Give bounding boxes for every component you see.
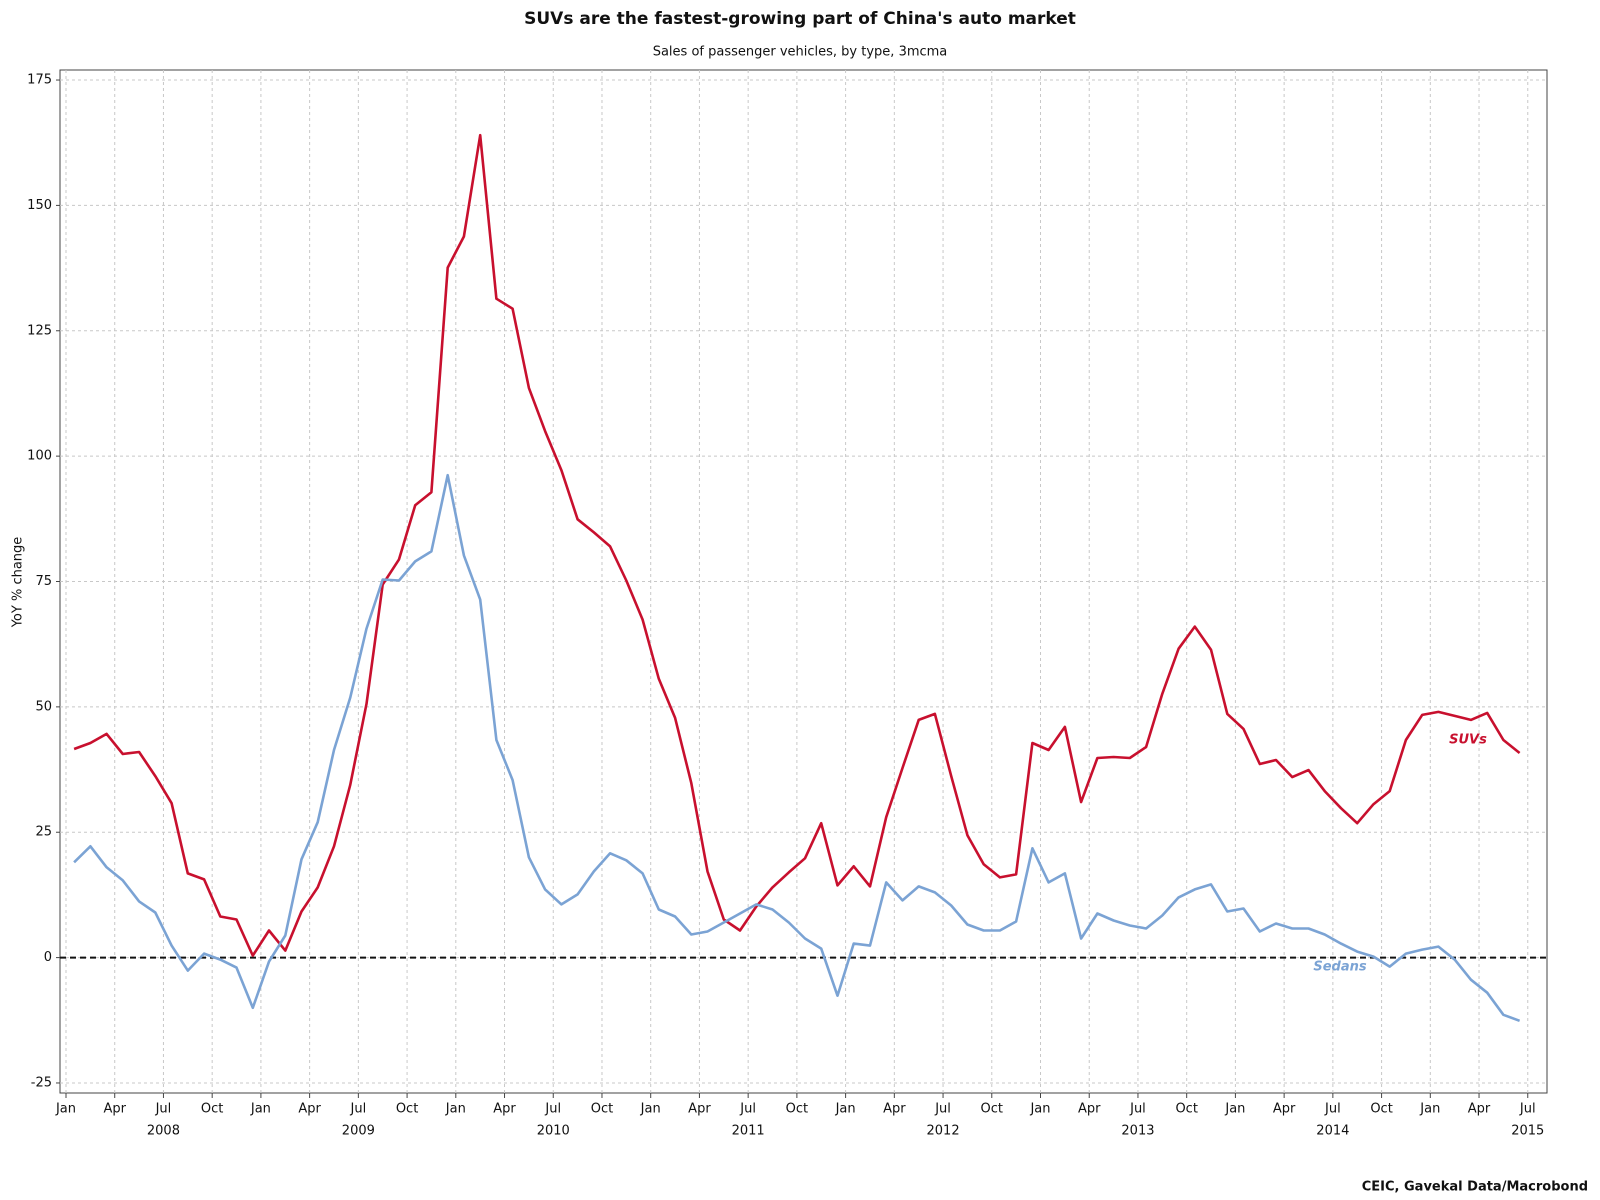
series-label: SUVs [1449, 733, 1487, 748]
y-tick-label: 0 [44, 950, 52, 965]
x-tick-label: Oct [981, 1102, 1003, 1117]
series-line [73, 133, 1521, 957]
year-label: 2010 [537, 1124, 570, 1139]
year-label: 2014 [1316, 1124, 1349, 1139]
x-tick-label: Jan [835, 1102, 856, 1117]
year-label: 2008 [147, 1124, 180, 1139]
year-label: 2011 [732, 1124, 765, 1139]
x-tick-label: Jul [1129, 1102, 1146, 1117]
x-tick-label: Apr [1468, 1102, 1491, 1117]
year-label: 2009 [342, 1124, 375, 1139]
x-tick-label: Apr [1273, 1102, 1296, 1117]
y-tick-label: 75 [35, 574, 52, 589]
source: CEIC, Gavekal Data/Macrobond [1362, 1180, 1588, 1195]
x-tick-label: Oct [1370, 1102, 1392, 1117]
y-tick-label: 50 [35, 699, 52, 714]
x-tick-label: Jan [445, 1102, 466, 1117]
x-tick-label: Jan [55, 1102, 76, 1117]
x-tick-label: Jul [350, 1102, 367, 1117]
x-tick-label: Oct [201, 1102, 223, 1117]
x-tick-label: Jul [739, 1102, 756, 1117]
series-line [73, 473, 1521, 1023]
year-label: 2012 [927, 1124, 960, 1139]
x-tick-label: Jul [934, 1102, 951, 1117]
x-tick-label: Apr [493, 1102, 516, 1117]
y-tick-label: 125 [27, 323, 52, 338]
year-label: 2015 [1511, 1124, 1544, 1139]
x-tick-label: Apr [298, 1102, 321, 1117]
x-tick-label: Oct [396, 1102, 418, 1117]
x-tick-label: Jul [1519, 1102, 1536, 1117]
chart-title: SUVs are the fastest-growing part of Chi… [524, 9, 1076, 29]
y-tick-label: 150 [27, 198, 52, 213]
x-tick-label: Jan [1419, 1102, 1440, 1117]
y-tick-label: 100 [27, 449, 52, 464]
x-tick-label: Jan [250, 1102, 271, 1117]
y-tick-label: -25 [31, 1075, 52, 1090]
x-tick-label: Oct [786, 1102, 808, 1117]
x-tick-label: Oct [591, 1102, 613, 1117]
y-axis-label: YoY % change [11, 537, 26, 629]
year-label: 2013 [1121, 1124, 1154, 1139]
x-tick-label: Apr [1078, 1102, 1101, 1117]
x-tick-label: Jul [544, 1102, 561, 1117]
y-tick-label: 175 [27, 73, 52, 88]
x-tick-label: Oct [1175, 1102, 1197, 1117]
x-tick-label: Jul [155, 1102, 172, 1117]
x-tick-label: Jan [640, 1102, 661, 1117]
x-tick-label: Jan [1029, 1102, 1050, 1117]
series-label: Sedans [1313, 960, 1367, 975]
x-tick-label: Jan [1224, 1102, 1245, 1117]
chart-subtitle: Sales of passenger vehicles, by type, 3m… [653, 45, 948, 60]
x-tick-label: Apr [883, 1102, 906, 1117]
y-tick-label: 25 [35, 825, 52, 840]
x-tick-label: Jul [1324, 1102, 1341, 1117]
x-tick-label: Apr [688, 1102, 711, 1117]
x-tick-label: Apr [103, 1102, 126, 1117]
